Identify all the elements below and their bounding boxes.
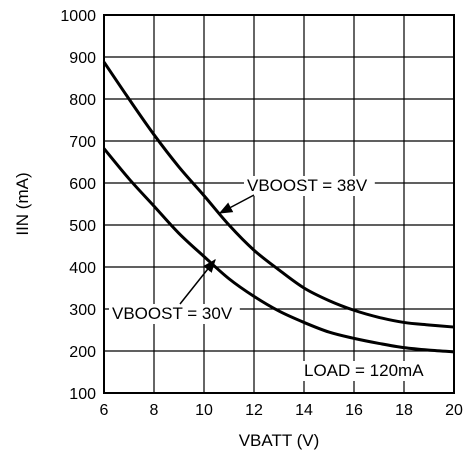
y-tick-label: 200 <box>69 344 96 361</box>
x-tick-label: 12 <box>245 402 263 419</box>
annotation-load: LOAD = 120mA <box>304 361 424 380</box>
y-tick-label: 500 <box>69 218 96 235</box>
series-line-1 <box>102 61 455 329</box>
x-tick-label: 10 <box>195 402 213 419</box>
y-tick-label: 600 <box>69 176 96 193</box>
x-tick-label: 8 <box>150 402 159 419</box>
x-axis-title: VBATT (V) <box>239 431 320 450</box>
y-tick-label: 1000 <box>60 8 96 25</box>
annotation-load-background <box>301 361 432 381</box>
y-tick-label: 900 <box>69 50 96 67</box>
x-tick-label: 6 <box>100 402 109 419</box>
y-tick-label: 700 <box>69 134 96 151</box>
annotation-arrow-30v <box>179 258 216 305</box>
annotation-vboost-30v: VBOOST = 30V <box>112 304 233 323</box>
x-tick-label: 18 <box>395 402 413 419</box>
x-tick-label: 16 <box>345 402 363 419</box>
annotation-arrow-38v <box>218 194 255 214</box>
y-tick-label: 300 <box>69 302 96 319</box>
annotation-vboost-38v: VBOOST = 38V <box>247 176 368 195</box>
plot-frame <box>103 14 455 394</box>
y-tick-label: 100 <box>69 386 96 403</box>
annotation-vboost-30v-background <box>109 304 240 324</box>
x-tick-label: 14 <box>295 402 313 419</box>
x-tick-label: 20 <box>445 402 463 419</box>
y-tick-label: 800 <box>69 92 96 109</box>
annotation-vboost-38v-background <box>244 176 375 196</box>
y-tick-label: 400 <box>69 260 96 277</box>
y-axis-title: IIN (mA) <box>13 172 32 235</box>
series-line-2 <box>102 147 455 354</box>
